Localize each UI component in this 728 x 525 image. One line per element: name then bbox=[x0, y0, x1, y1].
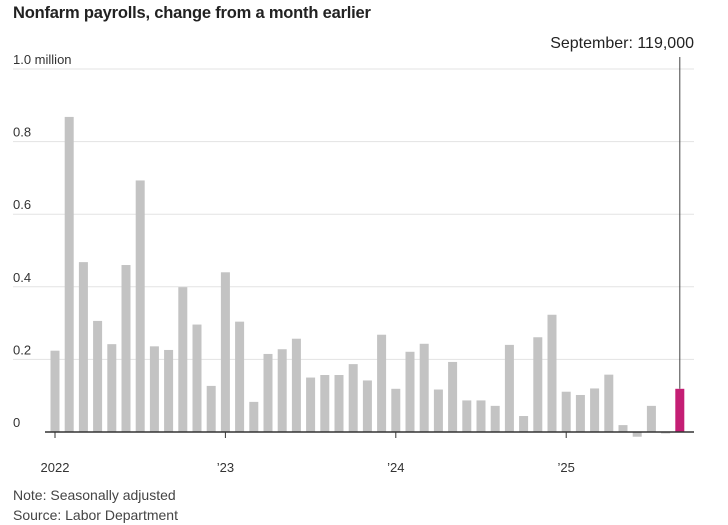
bar bbox=[405, 351, 415, 432]
bar bbox=[462, 400, 472, 432]
highlight-bar bbox=[675, 388, 685, 432]
bar bbox=[263, 353, 273, 432]
bar bbox=[50, 350, 60, 432]
callout-label: September: 119,000 bbox=[550, 35, 694, 52]
x-axis-labels: 2022 ’23 ’24 ’25 bbox=[41, 460, 575, 475]
y-tick-label: 0.6 bbox=[13, 197, 31, 212]
bar bbox=[149, 346, 159, 432]
y-tick-label: 0 bbox=[13, 415, 20, 430]
x-tick-label: ’25 bbox=[558, 460, 575, 475]
bar bbox=[377, 334, 387, 432]
bar bbox=[547, 314, 557, 432]
bar bbox=[320, 375, 330, 432]
bar bbox=[135, 180, 145, 432]
bar bbox=[164, 349, 174, 432]
bar bbox=[561, 391, 571, 432]
bar bbox=[448, 361, 458, 432]
bar bbox=[632, 432, 642, 437]
bar bbox=[391, 388, 401, 432]
x-tick-label: 2022 bbox=[41, 460, 70, 475]
source-text: Source: Labor Department bbox=[13, 507, 178, 523]
x-axis bbox=[45, 431, 694, 438]
bar bbox=[220, 272, 230, 432]
bar bbox=[291, 338, 301, 432]
bar bbox=[476, 400, 486, 432]
bar bbox=[490, 405, 500, 432]
bar bbox=[107, 344, 117, 432]
bar bbox=[277, 349, 287, 432]
bar bbox=[362, 380, 372, 432]
bar bbox=[334, 375, 344, 432]
bar bbox=[590, 388, 600, 432]
bar bbox=[192, 324, 202, 432]
bar bbox=[249, 401, 259, 432]
bar bbox=[604, 374, 614, 432]
y-tick-label: 0.8 bbox=[13, 125, 31, 140]
bars bbox=[50, 116, 685, 437]
bar bbox=[178, 287, 188, 432]
callout: September: 119,000 bbox=[550, 35, 694, 389]
bar bbox=[235, 321, 245, 432]
chart-title: Nonfarm payrolls, change from a month ea… bbox=[13, 4, 371, 22]
y-tick-label: 0.4 bbox=[13, 270, 31, 285]
x-tick-label: ’23 bbox=[217, 460, 234, 475]
bar bbox=[661, 432, 671, 434]
y-axis-labels: 0 0.2 0.4 0.6 0.8 1.0 million bbox=[13, 52, 72, 430]
bar bbox=[78, 262, 88, 432]
bar bbox=[433, 389, 443, 432]
y-tick-label: 1.0 million bbox=[13, 52, 72, 67]
bar bbox=[93, 320, 103, 432]
bar bbox=[533, 337, 543, 432]
bar-chart: 0 0.2 0.4 0.6 0.8 1.0 million 2022 ’23 ’24 ’25 S… bbox=[13, 35, 694, 475]
bar bbox=[419, 343, 429, 432]
note-text: Note: Seasonally adjusted bbox=[13, 487, 176, 503]
bar bbox=[618, 425, 628, 432]
bar bbox=[64, 116, 74, 432]
gridlines bbox=[13, 68, 694, 360]
bar bbox=[206, 385, 216, 432]
bar bbox=[348, 364, 358, 432]
bar bbox=[646, 405, 656, 432]
bar bbox=[575, 394, 585, 432]
x-tick-label: ’24 bbox=[387, 460, 404, 475]
bar bbox=[504, 344, 514, 432]
y-tick-label: 0.2 bbox=[13, 342, 31, 357]
bar bbox=[306, 377, 316, 432]
bar bbox=[519, 416, 529, 432]
bar bbox=[121, 265, 131, 432]
